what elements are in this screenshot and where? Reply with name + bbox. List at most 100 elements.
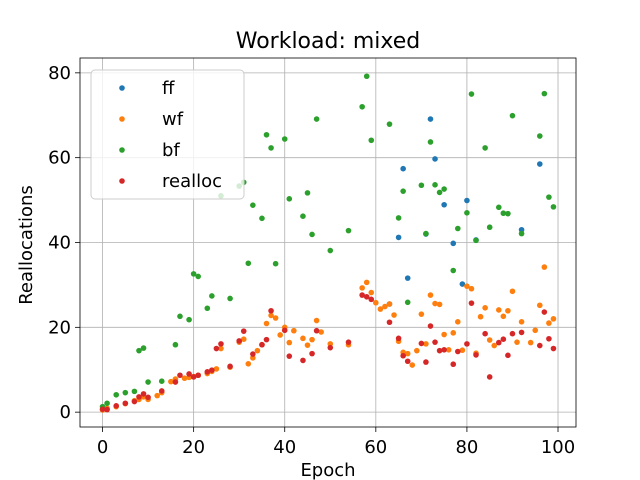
point-realloc (113, 402, 120, 409)
point-realloc (158, 388, 165, 394)
point-realloc (300, 357, 306, 364)
point-realloc (495, 339, 502, 346)
point-wf (404, 350, 411, 357)
point-wf (373, 299, 379, 306)
point-wf (527, 339, 534, 346)
point-realloc (546, 335, 552, 342)
point-wf (386, 301, 393, 307)
legend-items: ff wf bf realloc (119, 78, 222, 192)
point-wf (500, 313, 507, 320)
point-wf (482, 305, 488, 311)
point-realloc (259, 341, 265, 348)
x-tick-label: 100 (541, 437, 575, 458)
point-wf (272, 315, 279, 321)
point-wf (464, 283, 470, 289)
legend-label-bf: bf (162, 140, 180, 161)
point-bf (209, 293, 215, 299)
point-wf (418, 311, 425, 317)
legend-marker-bf (119, 147, 125, 153)
point-wf (318, 329, 324, 335)
point-bf (345, 227, 352, 234)
point-bf (450, 267, 457, 274)
point-realloc (140, 391, 147, 397)
point-realloc (172, 379, 179, 385)
point-realloc (450, 361, 457, 368)
point-bf (272, 260, 279, 267)
point-wf (477, 313, 484, 320)
point-bf (304, 190, 311, 196)
point-bf (486, 224, 493, 231)
x-tick-label: 40 (273, 437, 296, 458)
point-bf (468, 91, 475, 97)
point-wf (514, 339, 520, 345)
tick-labels: 0 20 40 60 80 100 0 20 40 60 80 (48, 63, 575, 458)
point-bf (245, 260, 252, 267)
point-realloc (541, 309, 548, 315)
point-bf (550, 204, 557, 210)
point-realloc (473, 352, 479, 358)
x-tick-label: 0 (97, 437, 108, 458)
point-wf (391, 312, 397, 318)
point-realloc (468, 300, 475, 306)
point-wf (218, 345, 224, 352)
point-realloc (368, 296, 375, 303)
point-bf (368, 137, 375, 144)
point-bf (432, 182, 438, 188)
point-bf (418, 182, 425, 189)
point-bf (518, 230, 525, 237)
point-bf (404, 299, 411, 306)
legend-marker-wf (119, 116, 125, 122)
legend-frame (90, 69, 245, 200)
point-bf (400, 188, 406, 194)
point-realloc (131, 398, 138, 405)
point-bf (172, 341, 179, 348)
x-axis-label: Epoch (300, 460, 355, 480)
point-realloc (395, 335, 402, 342)
point-wf (445, 347, 452, 353)
point-wf (181, 375, 188, 382)
point-wf (300, 335, 306, 342)
point-realloc (500, 336, 507, 343)
point-ff (404, 275, 411, 281)
point-wf (245, 361, 252, 367)
point-wf (277, 332, 283, 338)
point-wf (154, 392, 161, 399)
point-realloc (427, 323, 434, 329)
point-bf (140, 345, 147, 351)
legend-label-ff: ff (162, 78, 175, 99)
chart-title: Workload: mixed (236, 29, 421, 54)
point-bf (509, 112, 516, 119)
point-ff (432, 156, 438, 162)
point-wf (441, 331, 447, 338)
data-points (99, 73, 557, 413)
point-wf (213, 366, 220, 372)
point-wf (468, 285, 475, 292)
point-wf (168, 378, 174, 385)
point-bf (359, 103, 365, 110)
point-realloc (204, 369, 211, 375)
point-realloc (99, 406, 106, 412)
point-bf (113, 391, 120, 398)
point-wf (254, 347, 261, 354)
point-realloc (136, 394, 142, 400)
point-wf (436, 301, 443, 308)
point-bf (500, 210, 507, 217)
point-wf (409, 362, 416, 368)
point-wf (313, 317, 320, 324)
point-ff (441, 201, 447, 208)
point-wf (377, 306, 384, 312)
point-realloc (505, 352, 511, 359)
point-wf (518, 319, 525, 325)
x-tick-label: 60 (364, 437, 387, 458)
point-realloc (218, 341, 224, 347)
point-realloc (209, 367, 215, 373)
point-wf (368, 289, 375, 296)
point-bf (122, 389, 129, 396)
series-realloc (99, 292, 557, 413)
point-bf (327, 247, 334, 254)
y-tick-label: 40 (48, 233, 71, 254)
axes (75, 57, 577, 432)
point-realloc (227, 363, 233, 370)
point-realloc (122, 400, 129, 407)
point-wf (546, 320, 552, 326)
